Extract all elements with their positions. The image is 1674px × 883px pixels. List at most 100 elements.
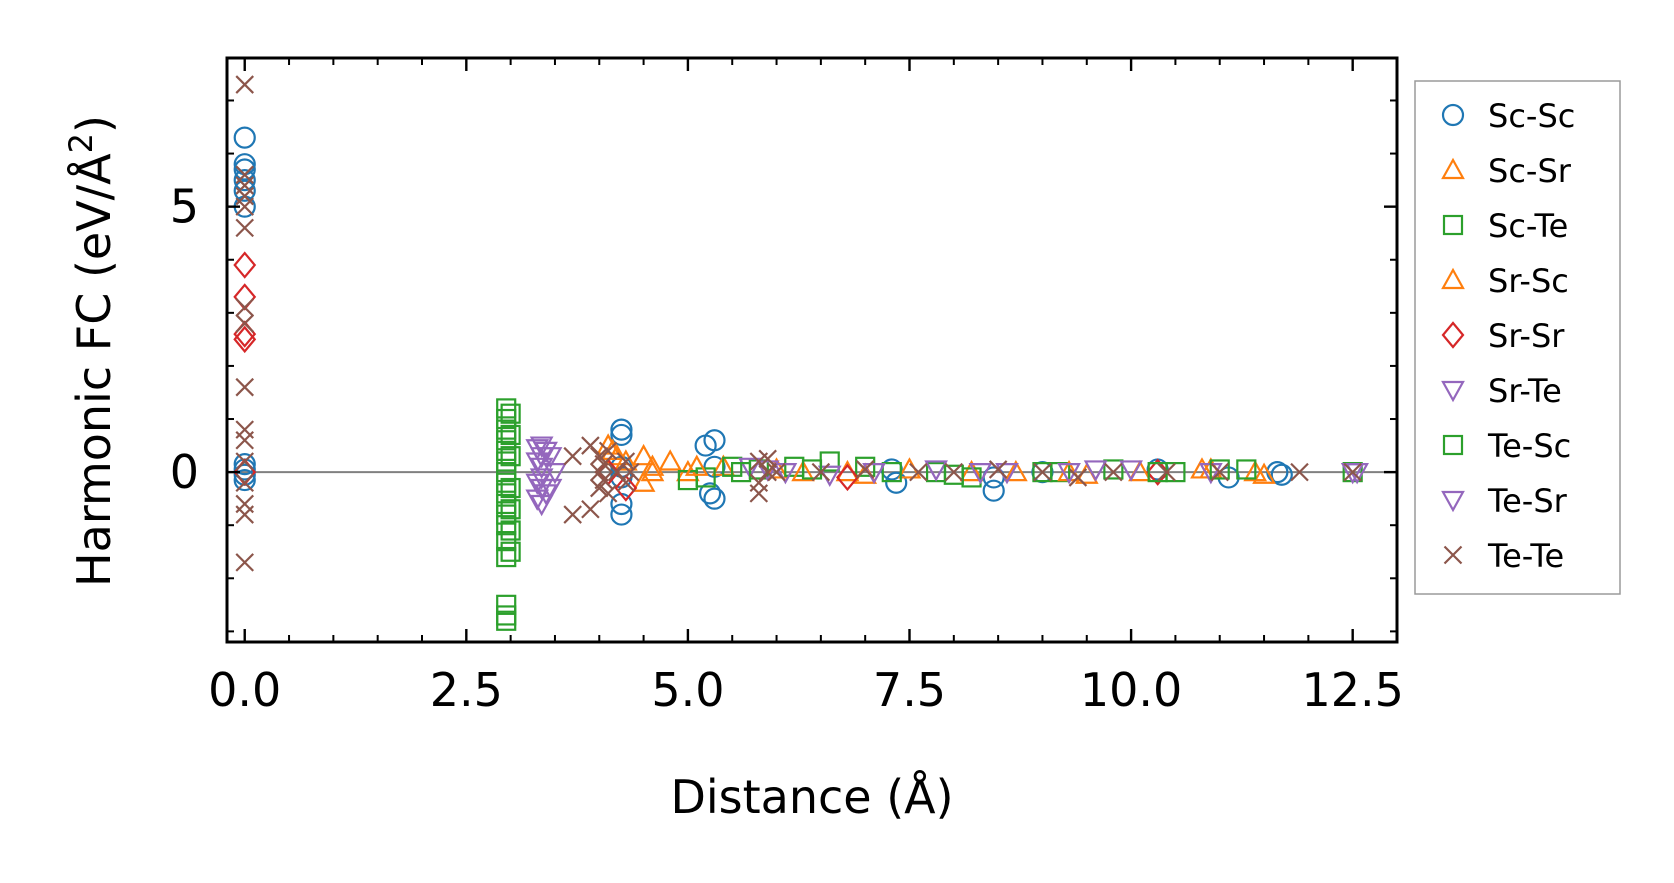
data-point <box>594 470 613 490</box>
legend-label: Sc-Sr <box>1488 152 1572 190</box>
data-point <box>233 453 256 476</box>
legend-label: Sc-Sc <box>1488 97 1575 135</box>
series-te-sc <box>500 403 1230 562</box>
data-point <box>581 436 600 455</box>
legend-marker <box>1441 157 1465 180</box>
y-tick-label: 0 <box>170 445 199 499</box>
data-point <box>801 459 823 480</box>
data-point <box>811 462 831 482</box>
data-point <box>563 505 582 524</box>
data-point <box>909 462 928 482</box>
data-point <box>1157 462 1176 482</box>
data-point <box>631 470 656 492</box>
data-point <box>235 505 255 524</box>
data-point <box>500 477 521 499</box>
x-tick-label: 5.0 <box>651 663 724 717</box>
data-point <box>496 546 517 568</box>
data-point <box>1104 462 1123 482</box>
data-point <box>235 452 255 471</box>
data-point <box>614 474 638 502</box>
data-point <box>1236 459 1257 480</box>
data-point <box>730 462 752 483</box>
data-point <box>500 520 521 541</box>
data-point <box>943 464 964 485</box>
data-point <box>1270 463 1293 486</box>
data-point <box>698 482 722 505</box>
data-point <box>235 218 255 238</box>
legend: Sc-Sc Sc-Sr Sc-Te Sr-Sc Sr-Sr Sr-Te Te-Sc Te-Sr… <box>1414 80 1621 595</box>
data-point <box>496 605 517 626</box>
data-point <box>1032 462 1053 483</box>
data-point <box>767 462 786 482</box>
legend-label: Sr-Sr <box>1488 317 1565 355</box>
data-point <box>944 462 964 482</box>
legend-item: Te-Sr <box>1441 482 1568 520</box>
data-point <box>235 75 255 94</box>
data-point <box>598 484 618 503</box>
data-point <box>529 468 554 490</box>
data-point <box>610 423 633 447</box>
series-sc-te <box>496 398 1363 631</box>
data-point <box>885 471 908 494</box>
y-axis-label: Harmonic FC (eV/Å2) <box>62 115 121 587</box>
data-point <box>616 452 636 471</box>
data-point <box>235 553 255 572</box>
data-point <box>881 462 902 483</box>
legend-marker <box>1441 321 1465 349</box>
data-point <box>621 462 640 482</box>
data-point <box>525 489 550 511</box>
data-point <box>738 457 762 480</box>
data-point <box>496 483 517 504</box>
legend-marker <box>1441 103 1465 127</box>
data-point <box>1068 468 1088 487</box>
data-point <box>613 449 638 471</box>
data-point <box>703 487 726 510</box>
data-point <box>855 456 876 477</box>
data-point <box>233 283 257 311</box>
data-point <box>959 459 984 482</box>
data-point <box>500 446 521 467</box>
series-te-te <box>235 75 1362 572</box>
data-point <box>836 463 859 492</box>
legend-item: Sc-Te <box>1442 207 1568 245</box>
data-point <box>749 484 769 503</box>
legend-item: Sr-Sc <box>1441 262 1569 300</box>
x-tick-label: 7.5 <box>873 663 946 717</box>
data-point <box>610 418 633 441</box>
data-point <box>563 446 582 466</box>
legend-label: Sr-Te <box>1488 372 1562 410</box>
data-point <box>758 449 777 469</box>
data-point <box>235 298 255 317</box>
data-point <box>968 463 993 485</box>
data-point <box>640 459 665 482</box>
data-point <box>855 460 875 479</box>
data-point <box>496 419 517 440</box>
legend-marker <box>1442 434 1464 456</box>
legend-item: Sc-Sr <box>1441 152 1572 190</box>
legend-marker <box>1441 380 1465 403</box>
data-point <box>235 473 255 493</box>
legend-marker <box>1443 545 1463 565</box>
data-point <box>235 430 255 450</box>
data-point <box>538 478 563 501</box>
y-tick-label: 5 <box>170 180 199 234</box>
data-point <box>233 251 257 279</box>
data-point <box>758 462 777 482</box>
data-point <box>1083 460 1108 482</box>
data-point <box>594 454 613 474</box>
data-point <box>640 454 665 476</box>
legend-label: Te-Sc <box>1487 427 1571 465</box>
data-point <box>988 460 1008 479</box>
data-point <box>1103 459 1124 480</box>
data-point <box>924 460 948 482</box>
data-point <box>496 493 517 515</box>
axes: 0.0 2.5 5.0 7.5 10.0 12.5 0 5 <box>170 56 1404 717</box>
data-point <box>658 449 683 471</box>
data-point <box>1033 462 1052 482</box>
data-point <box>1343 462 1362 482</box>
x-tick-label: 2.5 <box>430 663 503 717</box>
legend-item: Te-Te <box>1443 537 1564 575</box>
x-tick-label: 10.0 <box>1080 663 1182 717</box>
data-point <box>1290 462 1309 482</box>
